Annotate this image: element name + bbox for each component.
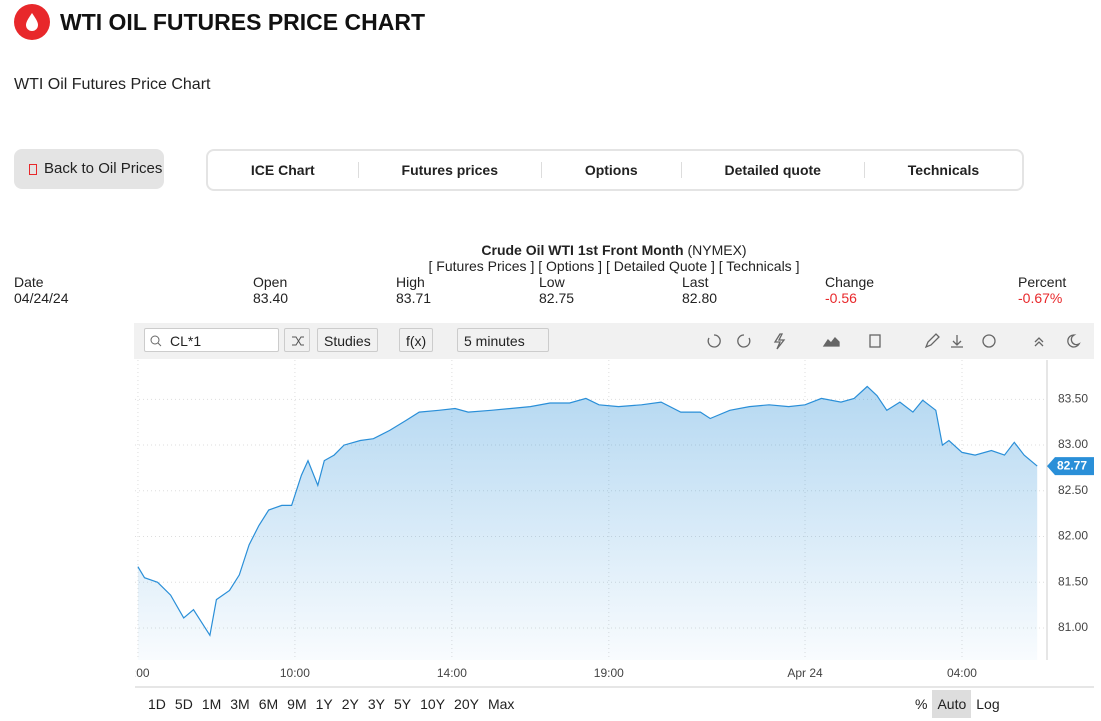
field-label: Date (14, 274, 44, 290)
field-label: Change (825, 274, 875, 290)
x-tick-label: Apr 24 (787, 666, 823, 680)
studies-button[interactable]: Studies (317, 328, 378, 352)
quote-field: Date 04/24/24 (14, 274, 69, 306)
quote-field: High 83.71 (396, 274, 431, 306)
logo (14, 4, 50, 40)
range-button[interactable]: Max (487, 696, 515, 712)
field-label: Last (682, 274, 709, 290)
range-button[interactable]: 10Y (420, 696, 446, 712)
tab[interactable]: ICE Chart (250, 162, 315, 178)
quote-name: Crude Oil WTI 1st Front Month (481, 242, 684, 258)
field-value: -0.67% (1018, 290, 1063, 306)
field-label: High (396, 274, 425, 290)
range-button[interactable]: 20Y (454, 696, 479, 712)
scale-option[interactable]: % (915, 696, 928, 712)
logo-icon (26, 13, 38, 31)
scale-bar: % Auto Log (910, 690, 1005, 718)
field-value: 83.40 (253, 290, 289, 306)
y-tick-label: 83.50 (1058, 392, 1088, 406)
range-button[interactable]: 2Y (341, 696, 359, 712)
y-tick-label: 82.50 (1058, 483, 1088, 497)
range-button[interactable]: 3M (230, 696, 250, 712)
quote-link[interactable]: [ Technicals ] (718, 258, 800, 274)
range-button[interactable]: 5Y (394, 696, 412, 712)
tab-bar: ICE Chart Futures prices Options Detailed q… (206, 149, 1024, 191)
back-button[interactable]: Back to Oil Prices (14, 149, 164, 189)
tab[interactable]: Options (540, 162, 681, 178)
fx-button[interactable]: f(x) (399, 328, 434, 352)
field-value: 04/24/24 (14, 290, 69, 306)
tab[interactable]: Detailed quote (680, 162, 864, 178)
x-tick-label: 04:00 (947, 666, 977, 680)
range-button[interactable]: 6M (258, 696, 279, 712)
toolbar-icons (707, 333, 1081, 350)
back-icon (29, 164, 37, 175)
field-value: 83.71 (396, 290, 432, 306)
range-button[interactable]: 1D (148, 696, 166, 712)
x-tick-label: 14:00 (437, 666, 467, 680)
quote-field: Change -0.56 (825, 274, 874, 306)
range-bar: 1D 5D 1M 3M 6M 9M 1Y 2Y 3Y 5Y 10Y 20Y Max (148, 696, 514, 712)
page-title: WTI OIL FUTURES PRICE CHART (60, 9, 426, 35)
quote-heading: Crude Oil WTI 1st Front Month (NYMEX) (0, 242, 1101, 258)
compare-button[interactable] (284, 328, 310, 352)
tab[interactable]: Technicals (863, 162, 1022, 178)
symbol-input[interactable]: CL*1 (144, 328, 279, 352)
quote-field: Last 82.80 (682, 274, 717, 306)
field-value: -0.56 (825, 290, 857, 306)
quote-field: Open 83.40 (253, 274, 288, 306)
range-button[interactable]: 5D (174, 696, 193, 712)
quote-exchange: (NYMEX) (687, 242, 747, 258)
area-fill (137, 386, 1038, 660)
plot: 6:00 10:00 14:00 19:00 Apr 24 04:00 (126, 360, 1047, 680)
field-label: Percent (1018, 274, 1067, 290)
last-price-label: 82.77 (1057, 458, 1087, 472)
field-label: Open (253, 274, 288, 290)
range-button[interactable]: 3Y (367, 696, 385, 712)
x-tick-label: 19:00 (594, 666, 624, 680)
range-button[interactable]: 1Y (315, 696, 333, 712)
quote-links: [ Futures Prices ] [ Options ] [ Detaile… (0, 258, 1101, 274)
price-line (137, 385, 1038, 637)
chart-toolbar: CL*1 Studies f(x) 5 minutes (134, 323, 1094, 359)
y-tick-label: 81.50 (1058, 574, 1088, 588)
search-icon (150, 335, 162, 347)
compare-icon (292, 336, 304, 346)
tab[interactable]: Futures prices (357, 162, 541, 178)
y-tick-label: 81.00 (1058, 620, 1088, 634)
back-label: Back to Oil Prices (44, 160, 163, 177)
x-tick-label: 10:00 (280, 666, 310, 680)
scale-option[interactable]: Log (976, 696, 1000, 712)
quote-link[interactable]: [ Futures Prices ] (428, 258, 535, 274)
range-button[interactable]: 1M (201, 696, 222, 712)
y-tick-label: 82.00 (1058, 529, 1088, 543)
last-price-tag (1047, 457, 1094, 476)
scale-option[interactable]: Auto (932, 690, 972, 718)
page-subtitle: WTI Oil Futures Price Chart (14, 76, 211, 93)
y-tick-label: 83.00 (1058, 437, 1088, 451)
range-button[interactable]: 9M (287, 696, 307, 712)
field-label: Low (539, 274, 565, 290)
quote-field: Percent -0.67% (1018, 274, 1066, 306)
field-value: 82.80 (682, 290, 718, 306)
interval-select[interactable]: 5 minutes (457, 328, 549, 352)
quote-link[interactable]: [ Options ] (538, 258, 603, 274)
x-tick-label: 6:00 (126, 666, 150, 680)
quote-field: Low 82.75 (539, 274, 574, 306)
field-value: 82.75 (539, 290, 575, 306)
quote-link[interactable]: [ Detailed Quote ] (605, 258, 715, 274)
